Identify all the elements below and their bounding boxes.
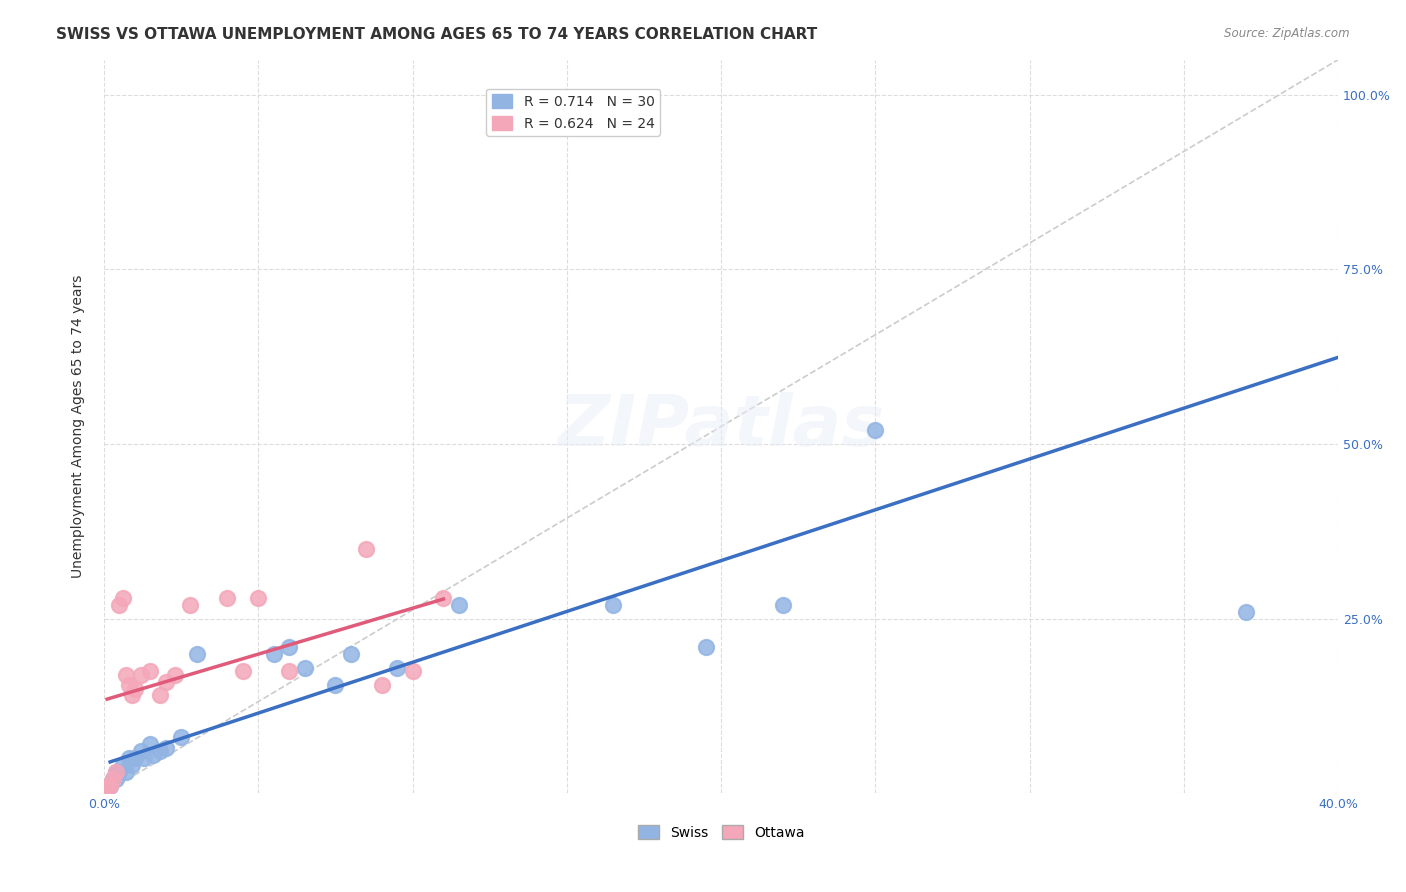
Point [294,660,316,674]
Point [114,765,136,780]
Point [217,591,239,605]
Point [118,751,141,765]
Point [108,765,131,780]
Point [163,667,186,681]
Point [132,751,155,765]
Point [124,751,146,765]
Point [1234,605,1257,619]
Point [278,664,301,678]
Point [98,780,121,794]
Point [148,689,170,703]
Point [121,689,143,703]
Point [340,647,363,661]
Point [263,647,285,661]
Y-axis label: Unemployment Among Ages 65 to 74 years: Unemployment Among Ages 65 to 74 years [72,275,86,578]
Point [356,541,378,556]
Point [170,731,193,745]
Point [142,747,165,762]
Point [865,423,887,437]
Point [772,598,794,612]
Point [232,664,254,678]
Text: SWISS VS OTTAWA UNEMPLOYMENT AMONG AGES 65 TO 74 YEARS CORRELATION CHART: SWISS VS OTTAWA UNEMPLOYMENT AMONG AGES … [56,27,817,42]
Point [111,591,134,605]
Point [370,678,392,692]
Point [96,780,118,794]
Point [247,591,270,605]
Point [385,660,408,674]
Point [155,740,177,755]
Point [103,772,125,787]
Point [139,664,162,678]
Point [129,667,152,681]
Point [401,664,423,678]
Point [103,772,125,787]
Text: Source: ZipAtlas.com: Source: ZipAtlas.com [1225,27,1350,40]
Point [695,640,717,654]
Point [118,678,141,692]
Point [108,598,131,612]
Point [155,674,177,689]
Point [129,744,152,758]
Point [114,667,136,681]
Point [105,765,128,780]
Point [325,678,347,692]
Point [179,598,201,612]
Point [124,681,146,696]
Legend: Swiss, Ottawa: Swiss, Ottawa [633,819,810,845]
Point [602,598,624,612]
Text: ZIPatlas: ZIPatlas [557,392,884,461]
Point [148,744,170,758]
Point [111,758,134,772]
Point [98,780,121,794]
Point [186,647,208,661]
Point [432,591,454,605]
Point [447,598,470,612]
Point [139,738,162,752]
Point [105,765,128,780]
Point [278,640,301,654]
Point [121,758,143,772]
Point [105,772,128,787]
